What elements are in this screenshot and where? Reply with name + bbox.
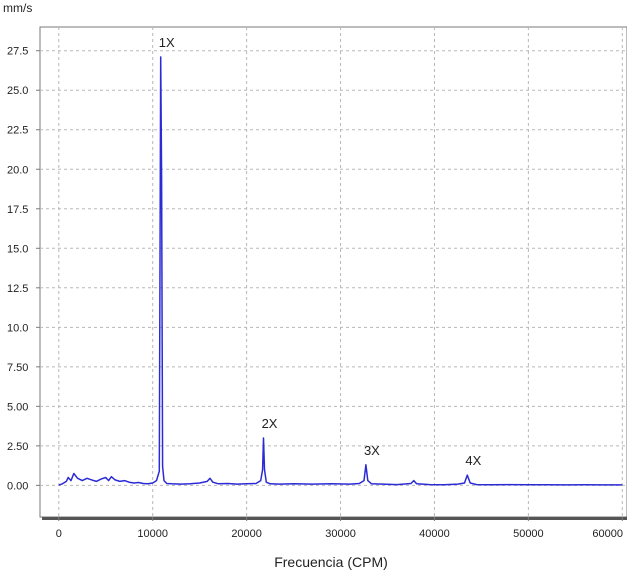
x-tick-label: 30000: [325, 528, 356, 540]
peak-label-1x: 1X: [159, 35, 175, 50]
y-tick-label: 0.00: [7, 480, 28, 492]
x-axis-ticks: 0 10000 20000 30000 40000 50000 60000: [56, 517, 623, 540]
y-tick-label: 17.5: [7, 204, 28, 216]
plot-frame: [39, 26, 627, 520]
y-axis-ticks: 0.00 2.50 5.00 7.50 10.0 12.5 15.0 17.5 20.0 22.5…: [7, 46, 40, 492]
series-layer: [58, 56, 623, 486]
y-tick-label: 2.50: [7, 441, 28, 453]
plot-area: [39, 26, 627, 518]
y-tick-label: 20.0: [7, 164, 28, 176]
peak-label-2x: 2X: [262, 416, 278, 431]
y-tick-label: 27.5: [7, 46, 28, 58]
peak-label-3x: 3X: [364, 443, 380, 458]
y-tick-label: 12.5: [7, 283, 28, 295]
x-tick-label: 40000: [419, 528, 450, 540]
grid-lines: [40, 27, 627, 517]
x-tick-label: 0: [56, 528, 62, 540]
y-unit-label: mm/s: [3, 1, 32, 15]
spectrum-line: [58, 56, 623, 486]
y-tick-label: 7.50: [7, 362, 28, 374]
y-tick-label: 5.00: [7, 401, 28, 413]
peak-label-4x: 4X: [465, 453, 481, 468]
y-tick-label: 25.0: [7, 85, 28, 97]
x-tick-label: 50000: [513, 528, 544, 540]
y-tick-label: 22.5: [7, 125, 28, 137]
y-tick-label: 10.0: [7, 322, 28, 334]
x-tick-label: 10000: [137, 528, 168, 540]
x-tick-label: 20000: [231, 528, 262, 540]
peak-annotations: 1X 2X 3X 4X: [159, 35, 482, 468]
x-axis-label: Frecuencia (CPM): [274, 554, 388, 570]
x-tick-label: 60000: [592, 528, 623, 540]
y-tick-label: 15.0: [7, 243, 28, 255]
